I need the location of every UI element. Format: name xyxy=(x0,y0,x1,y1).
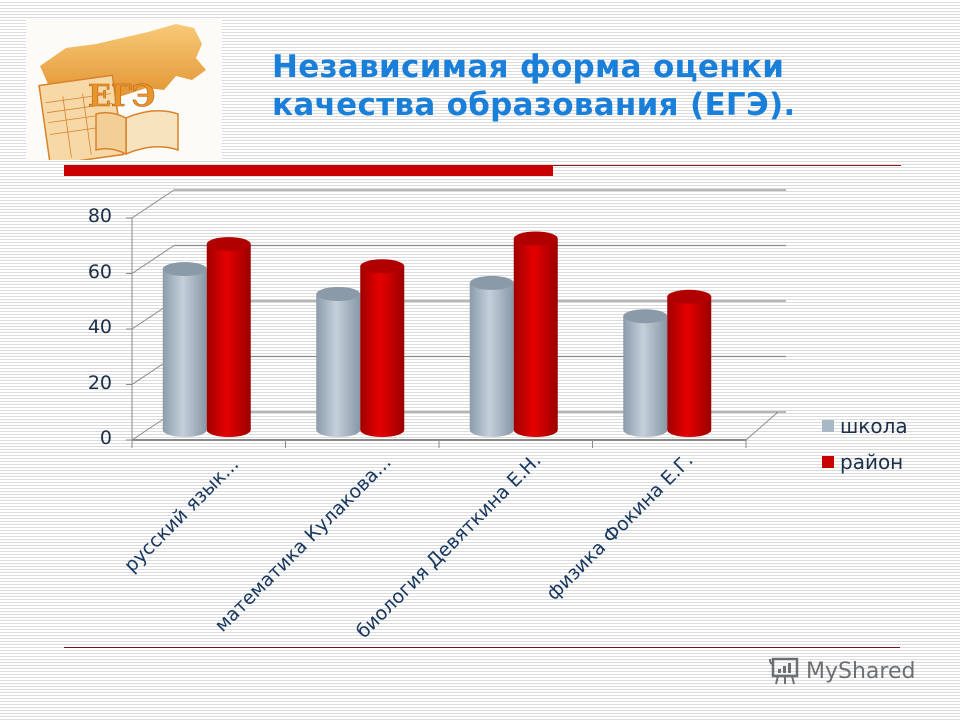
bar-district-0 xyxy=(206,237,251,437)
watermark-text: MyShared xyxy=(806,658,916,684)
bar-district-1 xyxy=(360,259,405,437)
bar-school-3 xyxy=(623,309,668,437)
title-line-2: качества образования (ЕГЭ). xyxy=(272,87,796,123)
legend-label-school: школа xyxy=(840,414,908,438)
title-line-1: Независимая форма оценки xyxy=(272,49,785,85)
presentation-board-icon xyxy=(769,657,799,685)
legend-item-district: район xyxy=(822,444,908,480)
y-tick-label: 60 xyxy=(87,260,112,283)
y-tick-label: 40 xyxy=(87,316,112,338)
bar-district-2 xyxy=(513,231,558,437)
title-underline-thick xyxy=(64,165,553,176)
bar-school-2 xyxy=(469,275,514,437)
slide-title: Независимая форма оценки качества образо… xyxy=(272,48,892,124)
bar-school-1 xyxy=(316,287,361,437)
myshared-watermark: MyShared xyxy=(768,656,915,686)
legend-swatch-school xyxy=(822,420,834,432)
title-underline-thin xyxy=(553,165,901,166)
legend-label-district: район xyxy=(840,450,904,474)
bar-school-0 xyxy=(162,262,207,437)
russia-map-book-icon: ЕГЭ xyxy=(38,24,206,160)
legend-item-school: школа xyxy=(822,408,908,444)
chart-legend: школа район xyxy=(822,408,908,480)
y-tick-label: 0 xyxy=(99,427,112,449)
legend-swatch-district xyxy=(822,456,834,468)
y-tick-label: 20 xyxy=(87,371,112,394)
svg-text:ЕГЭ: ЕГЭ xyxy=(88,79,155,114)
footer-divider xyxy=(64,647,900,648)
y-tick-label: 80 xyxy=(87,205,112,227)
bar-district-3 xyxy=(667,289,712,437)
ege-logo: ЕГЭ xyxy=(26,18,222,160)
